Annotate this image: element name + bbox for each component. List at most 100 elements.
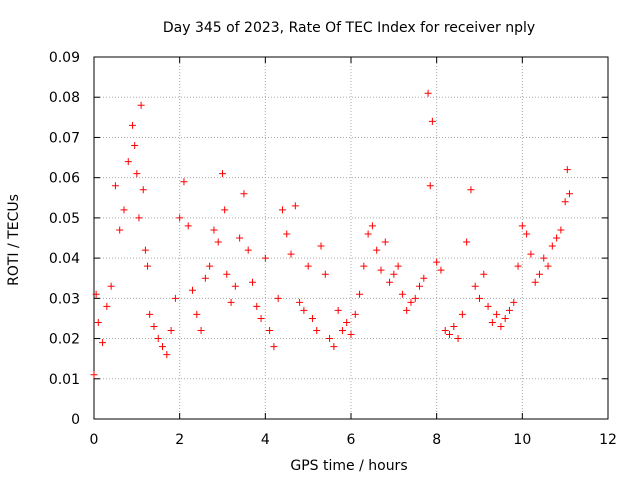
data-point bbox=[92, 290, 100, 298]
data-point bbox=[163, 351, 171, 359]
data-point bbox=[411, 294, 419, 302]
data-point bbox=[514, 262, 522, 270]
data-point bbox=[94, 318, 102, 326]
data-point bbox=[446, 331, 454, 339]
data-point bbox=[189, 286, 197, 294]
y-tick-label: 0.05 bbox=[49, 211, 80, 227]
data-point bbox=[501, 314, 509, 322]
data-point bbox=[360, 262, 368, 270]
data-point bbox=[223, 270, 231, 278]
data-point bbox=[535, 270, 543, 278]
data-point bbox=[236, 234, 244, 242]
data-point bbox=[386, 278, 394, 286]
data-point bbox=[381, 238, 389, 246]
data-point bbox=[210, 226, 218, 234]
data-point bbox=[450, 322, 458, 330]
data-point bbox=[321, 270, 329, 278]
data-point bbox=[553, 234, 561, 242]
data-point bbox=[90, 371, 98, 379]
y-tick-label: 0.04 bbox=[49, 251, 80, 267]
data-point bbox=[471, 282, 479, 290]
data-point bbox=[334, 306, 342, 314]
data-point bbox=[394, 262, 402, 270]
data-point bbox=[433, 258, 441, 266]
data-point bbox=[416, 282, 424, 290]
data-point bbox=[171, 294, 179, 302]
data-point bbox=[296, 298, 304, 306]
data-point bbox=[467, 186, 475, 194]
y-tick-label: 0.08 bbox=[49, 90, 80, 106]
y-tick-label: 0.03 bbox=[49, 291, 80, 307]
chart-title: Day 345 of 2023, Rate Of TEC Index for r… bbox=[163, 20, 535, 36]
data-point bbox=[403, 306, 411, 314]
data-point bbox=[116, 226, 124, 234]
data-point bbox=[139, 186, 147, 194]
data-point bbox=[154, 335, 162, 343]
x-tick-label: 2 bbox=[175, 432, 184, 448]
data-point bbox=[565, 190, 573, 198]
data-point bbox=[505, 306, 513, 314]
data-point bbox=[240, 190, 248, 198]
data-point bbox=[300, 306, 308, 314]
data-point bbox=[150, 322, 158, 330]
data-point bbox=[484, 302, 492, 310]
data-point bbox=[133, 170, 141, 178]
data-point bbox=[317, 242, 325, 250]
data-point bbox=[308, 314, 316, 322]
data-point bbox=[347, 331, 355, 339]
data-point bbox=[261, 254, 269, 262]
data-point bbox=[219, 170, 226, 178]
data-point bbox=[248, 278, 256, 286]
data-point bbox=[129, 121, 137, 129]
x-tick-label: 12 bbox=[599, 432, 617, 448]
y-tick-label: 0 bbox=[71, 412, 80, 428]
data-point bbox=[253, 302, 261, 310]
y-tick-label: 0.06 bbox=[49, 171, 80, 187]
data-point bbox=[111, 182, 119, 190]
data-point bbox=[137, 101, 145, 109]
data-point bbox=[193, 310, 201, 318]
data-point bbox=[420, 274, 428, 282]
data-point bbox=[144, 262, 152, 270]
data-point bbox=[278, 206, 286, 214]
data-point bbox=[266, 327, 274, 335]
x-axis-label: GPS time / hours bbox=[290, 458, 407, 474]
data-point bbox=[304, 262, 312, 270]
x-tick-label: 6 bbox=[347, 432, 356, 448]
data-point bbox=[424, 89, 432, 97]
data-point bbox=[330, 343, 338, 351]
data-point bbox=[540, 254, 548, 262]
data-point bbox=[107, 282, 115, 290]
data-point bbox=[99, 339, 107, 347]
data-point bbox=[493, 310, 501, 318]
data-point bbox=[437, 266, 445, 274]
y-axis-label: ROTI / TECUs bbox=[6, 194, 22, 286]
data-point bbox=[274, 294, 282, 302]
data-point bbox=[184, 222, 192, 230]
data-point bbox=[544, 262, 552, 270]
data-point bbox=[206, 262, 214, 270]
data-point bbox=[326, 335, 334, 343]
roti-series bbox=[90, 89, 573, 379]
data-point bbox=[159, 343, 167, 351]
data-point bbox=[523, 230, 531, 238]
data-point bbox=[373, 246, 381, 254]
data-point bbox=[257, 314, 265, 322]
data-point bbox=[167, 327, 175, 335]
data-point bbox=[563, 166, 571, 174]
data-point bbox=[287, 250, 295, 258]
data-point bbox=[561, 198, 569, 206]
data-point bbox=[476, 294, 483, 302]
data-point bbox=[124, 158, 132, 166]
data-point bbox=[351, 310, 359, 318]
data-point bbox=[176, 214, 184, 222]
data-point bbox=[390, 270, 398, 278]
data-point bbox=[377, 266, 385, 274]
data-point bbox=[518, 222, 526, 230]
data-point bbox=[214, 238, 222, 246]
data-point bbox=[510, 298, 518, 306]
data-point bbox=[398, 290, 406, 298]
data-point bbox=[231, 282, 239, 290]
data-point bbox=[291, 202, 299, 210]
